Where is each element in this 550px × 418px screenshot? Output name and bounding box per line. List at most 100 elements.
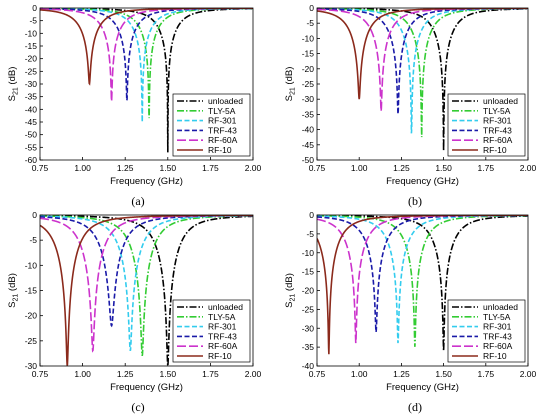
legend-box [447,93,526,157]
legend-label-rf-10: RF-10 [483,145,507,155]
x-tick-label: 2.00 [520,369,537,379]
x-tick-label: 1.25 [117,369,134,379]
x-axis-label: Frequency (GHz) [386,176,459,187]
panel-caption: (c) [131,400,144,414]
y-tick-label: -35 [25,92,38,102]
x-axis-label: Frequency (GHz) [110,176,183,187]
x-tick-label: 2.00 [245,369,262,379]
legend-label-unloaded: unloaded [483,96,518,106]
x-axis-label: Frequency (GHz) [386,382,459,393]
legend-label-rf-60a: RF-60A [483,135,513,145]
x-axis-label: Frequency (GHz) [110,382,183,393]
series-line-trf-43 [40,8,253,101]
y-tick-label: -50 [25,130,38,140]
panel-caption: (a) [131,194,144,208]
y-tick-label: -60 [25,155,38,165]
series-line-rf-10 [317,8,528,100]
x-tick-label: 0.75 [32,369,49,379]
y-axis-label: S21 (dB) [284,67,297,102]
y-tick-label: -40 [25,104,38,114]
y-axis-label-unit: (dB) [284,67,295,88]
y-axis-label: S21 (dB) [284,273,297,308]
x-tick-label: 1.75 [202,369,219,379]
x-tick-label: 1.50 [160,163,177,173]
series-line-tly-5a [40,215,253,357]
legend-box [172,93,251,157]
x-tick-label: 0.75 [32,163,49,173]
legend-label-tly-5a: TLY-5A [483,106,511,116]
legend-label-rf-301: RF-301 [208,322,237,332]
series-line-unloaded [40,215,253,366]
y-axis-label: S21 (dB) [7,273,20,308]
legend-label-trf-43: TRF-43 [483,331,512,341]
y-tick-label: -30 [302,94,315,104]
curves-group [40,215,253,366]
legend-label-rf-10: RF-10 [208,145,232,155]
y-axis-label-s: S [7,302,18,308]
y-tick-label: -30 [25,361,38,371]
y-tick-label: -25 [25,66,38,76]
y-tick-label: -40 [302,125,315,135]
y-tick-label: -10 [302,248,315,258]
y-axis-label-unit: (dB) [7,273,18,294]
legend-label-unloaded: unloaded [208,96,243,106]
x-tick-label: 1.25 [117,163,134,173]
chart-panel-c: 0.75 1.00 1.25 1.50 1.75 2.00 0 -5 -10 -15 -20 -25 -… [7,210,262,414]
legend-label-unloaded: unloaded [208,302,243,312]
legend-label-rf-10: RF-10 [483,351,507,361]
legend-label-trf-43: TRF-43 [208,125,237,135]
y-tick-label: -25 [302,79,315,89]
y-tick-label: -25 [302,304,315,314]
legend-label-rf-10: RF-10 [208,351,232,361]
x-tick-label: 1.00 [351,369,368,379]
y-tick-label: -45 [302,140,315,150]
y-tick-label: -20 [302,64,315,74]
series-line-rf-301 [40,215,253,352]
chart-panel-b: 0.75 1.00 1.25 1.50 1.75 2.00 0 -5 -10 -15 -20 -25 -… [284,3,537,208]
y-axis-label-s: S [7,95,18,101]
x-tick-label: 0.75 [309,163,326,173]
x-tick-label: 1.50 [435,369,452,379]
legend-box [172,299,251,363]
x-tick-label: 1.75 [478,163,495,173]
chart-panel-d: 0.75 1.00 1.25 1.50 1.75 2.00 0 -5 -10 -15 -20 -25 -… [284,210,537,414]
panel-caption: (b) [408,194,422,208]
y-tick-label: -25 [25,336,38,346]
x-tick-label: 1.50 [435,163,452,173]
legend-label-tly-5a: TLY-5A [208,106,236,116]
y-tick-label: -30 [25,79,38,89]
series-line-rf-60a [317,8,528,112]
y-tick-label: -15 [25,286,38,296]
x-tick-label: 1.75 [478,369,495,379]
y-axis-label-s: S [284,302,295,308]
y-tick-label: -45 [25,117,38,127]
legend-label-rf-60a: RF-60A [208,135,238,145]
y-tick-label: -35 [302,342,315,352]
y-tick-label: 0 [309,210,314,220]
y-tick-label: -5 [306,229,314,239]
x-tick-label: 2.00 [520,163,537,173]
y-tick-label: -15 [25,41,38,51]
series-line-tly-5a [317,215,528,347]
legend-label-rf-60a: RF-60A [208,341,238,351]
y-axis-label-unit: (dB) [284,273,295,294]
y-tick-label: -10 [302,33,315,43]
y-tick-label: -35 [302,109,315,119]
y-tick-label: -5 [306,18,314,28]
y-tick-label: -20 [302,286,315,296]
legend-label-unloaded: unloaded [483,302,518,312]
y-axis-label-sub: 21 [290,294,297,302]
y-tick-label: -5 [29,16,37,26]
x-tick-label: 1.00 [74,163,91,173]
legend-label-trf-43: TRF-43 [208,331,237,341]
y-tick-label: -50 [302,155,315,165]
legend-label-tly-5a: TLY-5A [483,312,511,322]
y-tick-label: -15 [302,267,315,277]
x-tick-label: 1.50 [160,369,177,379]
chart-panel-a: 0.75 1.00 1.25 1.50 1.75 2.00 0 -5 -10 -15 -20 -25 -… [7,3,262,208]
series-line-tly-5a [317,8,528,138]
series-line-unloaded [317,215,528,351]
